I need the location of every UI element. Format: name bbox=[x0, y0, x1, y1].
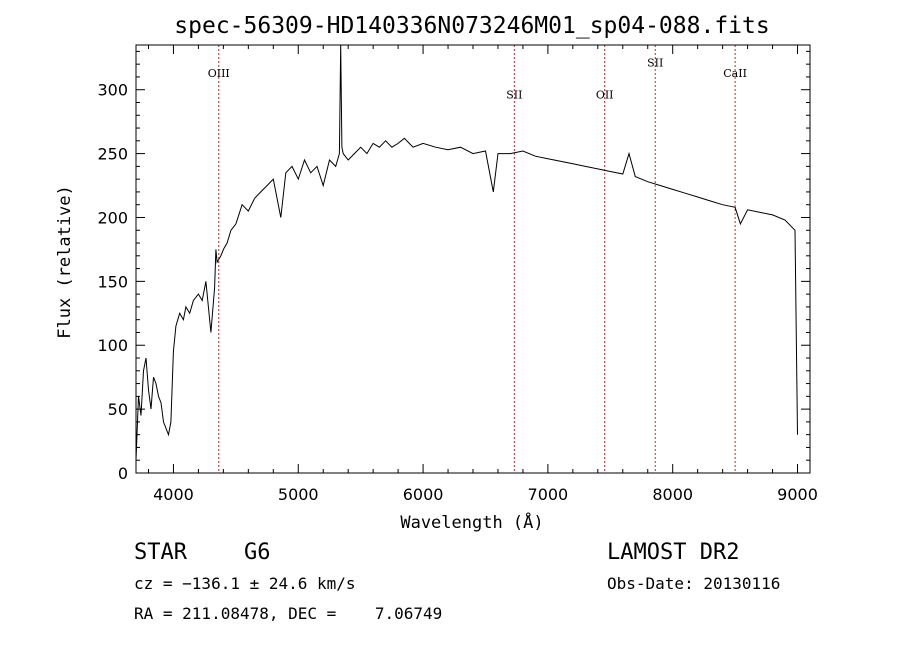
line-marker-label: SII bbox=[506, 89, 522, 102]
ra-dec-coordinates: RA = 211.08478, DEC = 7.06749 bbox=[134, 604, 443, 623]
x-tick-label: 5000 bbox=[278, 485, 319, 504]
x-axis: 4000 5000 6000 7000 8000 9000 bbox=[147, 45, 818, 504]
obs-date: Obs-Date: 20130116 bbox=[607, 574, 781, 593]
object-class: STAR bbox=[134, 540, 187, 565]
line-marker-label: CaII bbox=[723, 67, 747, 80]
redshift-cz: cz = −136.1 ± 24.6 km/s bbox=[134, 574, 356, 593]
line-marker-label: OII bbox=[596, 89, 614, 102]
y-tick-label: 300 bbox=[97, 81, 128, 100]
survey-name: LAMOST DR2 bbox=[607, 540, 740, 565]
line-marker-label: SII bbox=[647, 57, 663, 70]
y-tick-label: 50 bbox=[108, 400, 128, 419]
x-tick-label: 4000 bbox=[153, 485, 194, 504]
plot-frame bbox=[135, 44, 811, 474]
y-tick-label: 150 bbox=[97, 272, 128, 291]
y-tick-label: 0 bbox=[118, 464, 128, 483]
x-tick-label: 6000 bbox=[403, 485, 444, 504]
x-tick-label: 7000 bbox=[528, 485, 569, 504]
x-tick-label: 8000 bbox=[652, 485, 693, 504]
y-tick-label: 100 bbox=[97, 336, 128, 355]
y-tick-label: 250 bbox=[97, 145, 128, 164]
spectrum-line bbox=[135, 44, 798, 461]
emission-line-markers: OIII SII OII SII CaII bbox=[208, 45, 747, 473]
y-axis: 0 50 100 150 200 250 300 bbox=[97, 50, 810, 483]
chart-title: spec-56309-HD140336N073246M01_sp04-088.f… bbox=[174, 13, 769, 39]
object-subclass: G6 bbox=[244, 540, 271, 565]
x-tick-label: 9000 bbox=[777, 485, 818, 504]
spectrum-chart: spec-56309-HD140336N073246M01_sp04-088.f… bbox=[55, 13, 818, 533]
line-marker-label: OIII bbox=[208, 67, 230, 80]
y-tick-label: 200 bbox=[97, 208, 128, 227]
x-axis-label: Wavelength (Å) bbox=[400, 511, 543, 533]
y-axis-label: Flux (relative) bbox=[55, 185, 75, 339]
